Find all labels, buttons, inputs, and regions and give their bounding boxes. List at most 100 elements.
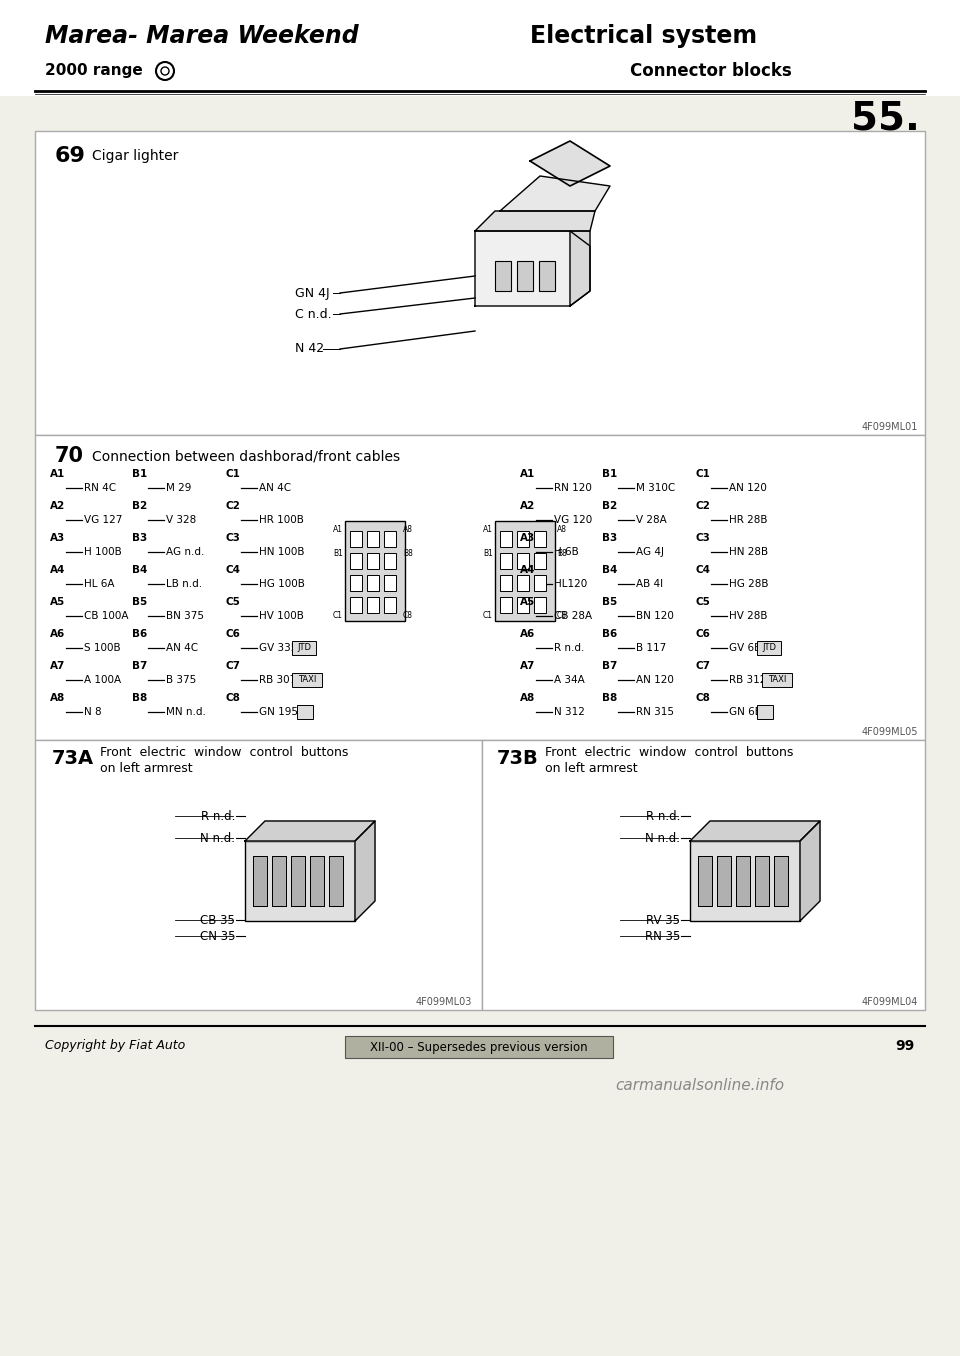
Bar	[736, 856, 750, 906]
Polygon shape	[530, 141, 610, 186]
Text: CN 35: CN 35	[200, 929, 235, 942]
Text: VG 127: VG 127	[84, 515, 122, 525]
Text: C4: C4	[225, 565, 240, 575]
Text: VG 120: VG 120	[554, 515, 592, 525]
Bar	[292, 673, 322, 687]
Text: M 29: M 29	[166, 483, 191, 494]
Text: AG 4J: AG 4J	[636, 546, 664, 557]
Bar	[736, 856, 750, 906]
Bar	[291, 856, 305, 906]
Text: B3: B3	[602, 533, 617, 542]
Bar	[534, 597, 546, 613]
Bar	[534, 553, 546, 570]
Text: GN 4J: GN 4J	[295, 286, 329, 300]
Text: BN 375: BN 375	[166, 612, 204, 621]
Text: HG 28B: HG 28B	[729, 579, 769, 589]
Text: Electrical system: Electrical system	[530, 24, 757, 47]
Text: C2: C2	[225, 500, 240, 511]
Polygon shape	[570, 231, 590, 306]
Text: C8: C8	[557, 612, 567, 621]
Text: N n.d.: N n.d.	[645, 831, 680, 845]
Text: M 310C: M 310C	[636, 483, 675, 494]
Text: 73A: 73A	[52, 749, 94, 767]
Text: B 375: B 375	[166, 675, 196, 685]
Text: A8: A8	[557, 525, 567, 533]
Text: 4F099ML05: 4F099ML05	[861, 727, 918, 738]
Text: C3: C3	[225, 533, 240, 542]
Bar	[253, 856, 267, 906]
Bar	[500, 575, 512, 591]
Bar	[698, 856, 712, 906]
Bar	[367, 575, 379, 591]
Text: A5: A5	[520, 597, 536, 607]
Bar	[774, 856, 788, 906]
Bar	[495, 521, 555, 621]
Bar	[384, 553, 396, 570]
Text: HL 6A: HL 6A	[84, 579, 114, 589]
Bar	[0, 0, 960, 96]
Text: B7: B7	[602, 660, 617, 671]
Text: GV 335: GV 335	[259, 643, 298, 654]
Text: on left armrest: on left armrest	[545, 762, 637, 774]
Bar	[500, 532, 512, 546]
Text: C7: C7	[225, 660, 240, 671]
Text: V 28A: V 28A	[636, 515, 667, 525]
Text: C8: C8	[403, 612, 413, 621]
Text: B 117: B 117	[636, 643, 666, 654]
Text: JTD: JTD	[297, 644, 311, 652]
Bar	[329, 856, 343, 906]
Text: N 42: N 42	[295, 343, 324, 355]
Bar	[345, 521, 405, 621]
Text: B8: B8	[557, 548, 566, 557]
Text: N 8: N 8	[84, 706, 102, 717]
Text: LB n.d.: LB n.d.	[166, 579, 203, 589]
Bar	[495, 260, 511, 292]
Bar	[345, 1036, 613, 1058]
Bar	[717, 856, 731, 906]
Text: H 6B: H 6B	[554, 546, 579, 557]
Bar	[482, 740, 925, 1010]
Bar	[384, 575, 396, 591]
Bar	[350, 553, 362, 570]
Bar	[35, 740, 482, 1010]
Text: A 34A: A 34A	[554, 675, 585, 685]
Text: A8: A8	[520, 693, 536, 702]
Text: HV 28B: HV 28B	[729, 612, 767, 621]
Text: R n.d.: R n.d.	[201, 810, 235, 823]
Bar	[253, 856, 267, 906]
Text: HN 28B: HN 28B	[729, 546, 768, 557]
Bar	[384, 532, 396, 546]
Bar	[292, 641, 316, 655]
Text: RB 312: RB 312	[729, 675, 766, 685]
Text: A7: A7	[50, 660, 65, 671]
Bar	[500, 553, 512, 570]
Text: AN 4C: AN 4C	[166, 643, 198, 654]
Text: C1: C1	[225, 469, 240, 479]
Text: GV 6B: GV 6B	[729, 643, 761, 654]
Bar	[310, 856, 324, 906]
Text: B8: B8	[132, 693, 147, 702]
Text: A1: A1	[483, 525, 493, 533]
Bar	[500, 597, 512, 613]
Polygon shape	[800, 820, 820, 921]
Text: C5: C5	[695, 597, 709, 607]
Text: RN 35: RN 35	[644, 929, 680, 942]
Text: B5: B5	[602, 597, 617, 607]
Text: C n.d.: C n.d.	[295, 308, 331, 320]
Text: C3: C3	[695, 533, 709, 542]
Text: B4: B4	[132, 565, 148, 575]
Text: CB 100A: CB 100A	[84, 612, 129, 621]
Text: S 100B: S 100B	[84, 643, 121, 654]
Text: R n.d.: R n.d.	[554, 643, 585, 654]
Text: AG n.d.: AG n.d.	[166, 546, 204, 557]
Text: A3: A3	[50, 533, 65, 542]
Text: AB 4I: AB 4I	[636, 579, 663, 589]
Text: C8: C8	[225, 693, 240, 702]
Text: A2: A2	[50, 500, 65, 511]
Bar	[272, 856, 286, 906]
Bar	[350, 597, 362, 613]
Text: B2: B2	[132, 500, 147, 511]
Text: Cigar lighter: Cigar lighter	[92, 149, 179, 163]
Text: A3: A3	[520, 533, 536, 542]
Text: B1: B1	[483, 548, 493, 557]
